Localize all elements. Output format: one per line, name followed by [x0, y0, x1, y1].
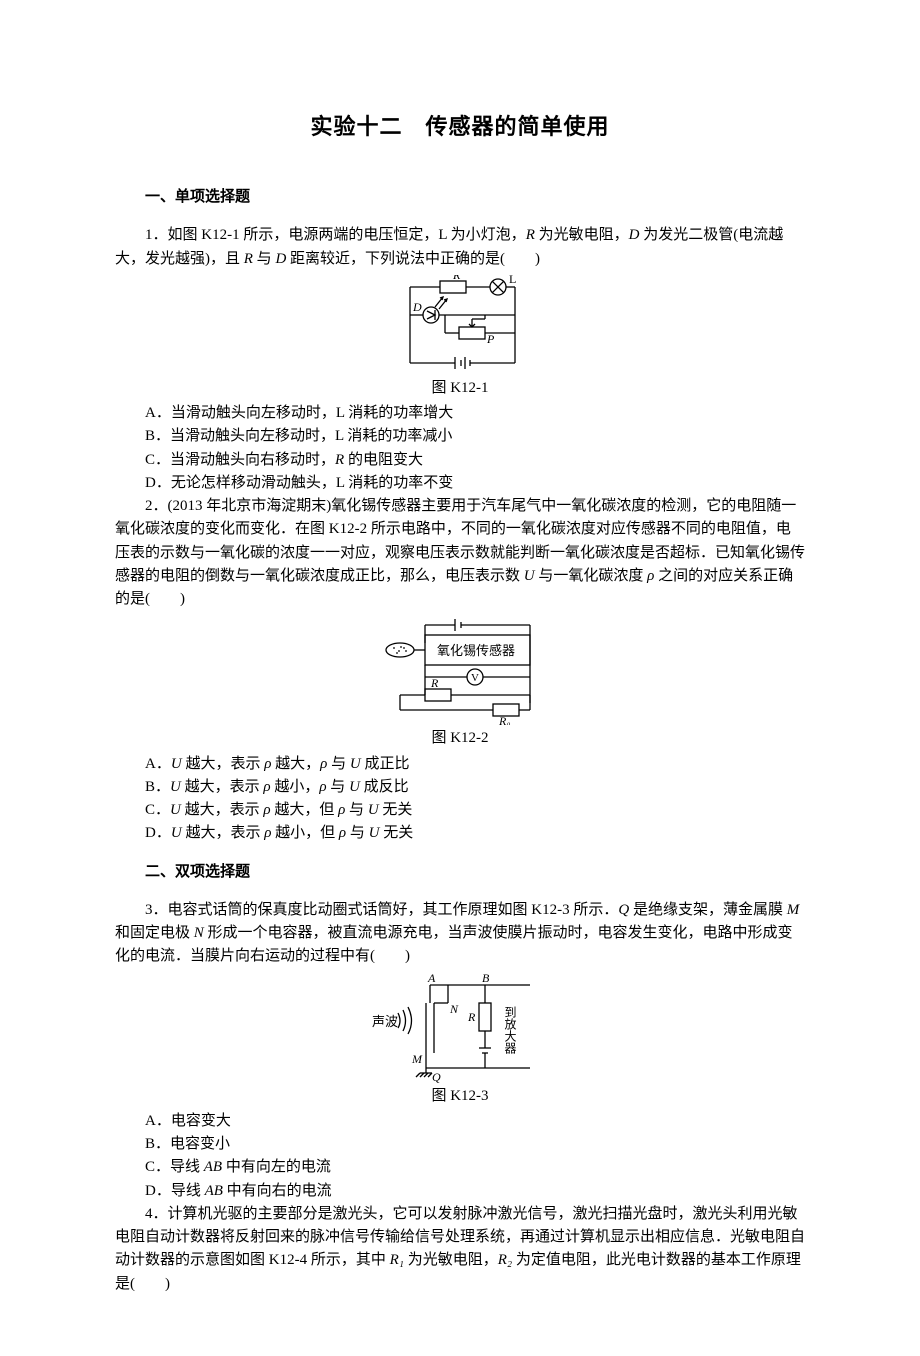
page: 实验十二 传感器的简单使用 一、单项选择题 1．如图 K12-1 所示，电源两端… [0, 0, 920, 1356]
q3-R-label: R [467, 1010, 476, 1024]
q3-optA: A．电容变大 [115, 1110, 805, 1133]
q3-optD: D．导线 AB 中有向右的电流 [115, 1180, 805, 1203]
q1-figure: R L D P 图 K12-1 [115, 275, 805, 400]
q1-optA: A．当滑动触头向左移动时，L 消耗的功率增大 [115, 402, 805, 425]
q2-R0-label: R₀ [498, 714, 511, 725]
q1-L-label: L [509, 275, 516, 286]
q2-V-label: V [471, 672, 479, 684]
q2-stem: 2．(2013 年北京市海淀期末)氧化锡传感器主要用于汽车尾气中一氧化碳浓度的检… [115, 495, 805, 611]
q3-sound-label: 声波 [372, 1014, 398, 1029]
q2-optA: A．U 越大，表示 ρ 越大，ρ 与 U 成正比 [115, 753, 805, 776]
q1-stem: 1．如图 K12-1 所示，电源两端的电压恒定，L 为小灯泡，R 为光敏电阻，D… [115, 224, 805, 271]
q3-amp-label: 到放大器 [503, 1005, 517, 1054]
q1-stem-e: 距离较近，下列说法中正确的是( ) [286, 251, 540, 267]
q1-D-label: D [412, 300, 422, 314]
q2-sensor-label: 氧化锡传感器 [437, 643, 515, 658]
q1-optC: C．当滑动触头向右移动时，R 的电阻变大 [115, 449, 805, 472]
q1-stem-d: 与 [253, 251, 276, 267]
section-2-heading: 二、双项选择题 [115, 861, 805, 884]
sym-D: D [629, 227, 640, 243]
q2-optD: D．U 越大，表示 ρ 越小，但 ρ 与 U 无关 [115, 822, 805, 845]
q3-stem: 3．电容式话筒的保真度比动圈式话筒好，其工作原理如图 K12-3 所示．Q 是绝… [115, 899, 805, 969]
q2-optB: B．U 越大，表示 ρ 越小，ρ 与 U 成反比 [115, 776, 805, 799]
q2-circuit-svg: 氧化锡传感器 V R R₀ [375, 615, 545, 725]
q3-figure: A B N R M Q 声波 到放大器 图 K12-3 [115, 973, 805, 1108]
q1-fig-caption: 图 K12-1 [115, 377, 805, 400]
q2-optC: C．U 越大，表示 ρ 越大，但 ρ 与 U 无关 [115, 799, 805, 822]
q3-optC: C．导线 AB 中有向左的电流 [115, 1156, 805, 1179]
q1-stem-a: 1．如图 K12-1 所示，电源两端的电压恒定，L 为小灯泡， [145, 227, 526, 243]
q2-figure: 氧化锡传感器 V R R₀ 图 K12-2 [115, 615, 805, 750]
q3-fig-caption: 图 K12-3 [115, 1085, 805, 1108]
q1-P-label: P [486, 332, 495, 346]
q3-A-label: A [427, 973, 436, 985]
q3-circuit-svg: A B N R M Q 声波 到放大器 [370, 973, 550, 1083]
sym-D2: D [275, 251, 286, 267]
page-title: 实验十二 传感器的简单使用 [115, 110, 805, 144]
q3-Q-label: Q [432, 1070, 441, 1083]
q3-M-label: M [411, 1052, 423, 1066]
q3-N-label: N [449, 1002, 459, 1016]
q3-optB: B．电容变小 [115, 1133, 805, 1156]
q2-R-label: R [430, 676, 439, 690]
q4-stem: 4．计算机光驱的主要部分是激光头，它可以发射脉冲激光信号，激光扫描光盘时，激光头… [115, 1203, 805, 1296]
section-1-heading: 一、单项选择题 [115, 186, 805, 209]
sym-R: R [526, 227, 535, 243]
q3-B-label: B [482, 973, 490, 985]
q1-optD: D．无论怎样移动滑动触头，L 消耗的功率不变 [115, 472, 805, 495]
q1-circuit-svg: R L D P [385, 275, 535, 375]
sym-R2: R [244, 251, 253, 267]
q2-fig-caption: 图 K12-2 [115, 727, 805, 750]
q1-optB: B．当滑动触头向左移动时，L 消耗的功率减小 [115, 425, 805, 448]
q1-R-label: R [452, 275, 461, 282]
q1-stem-b: 为光敏电阻， [535, 227, 629, 243]
